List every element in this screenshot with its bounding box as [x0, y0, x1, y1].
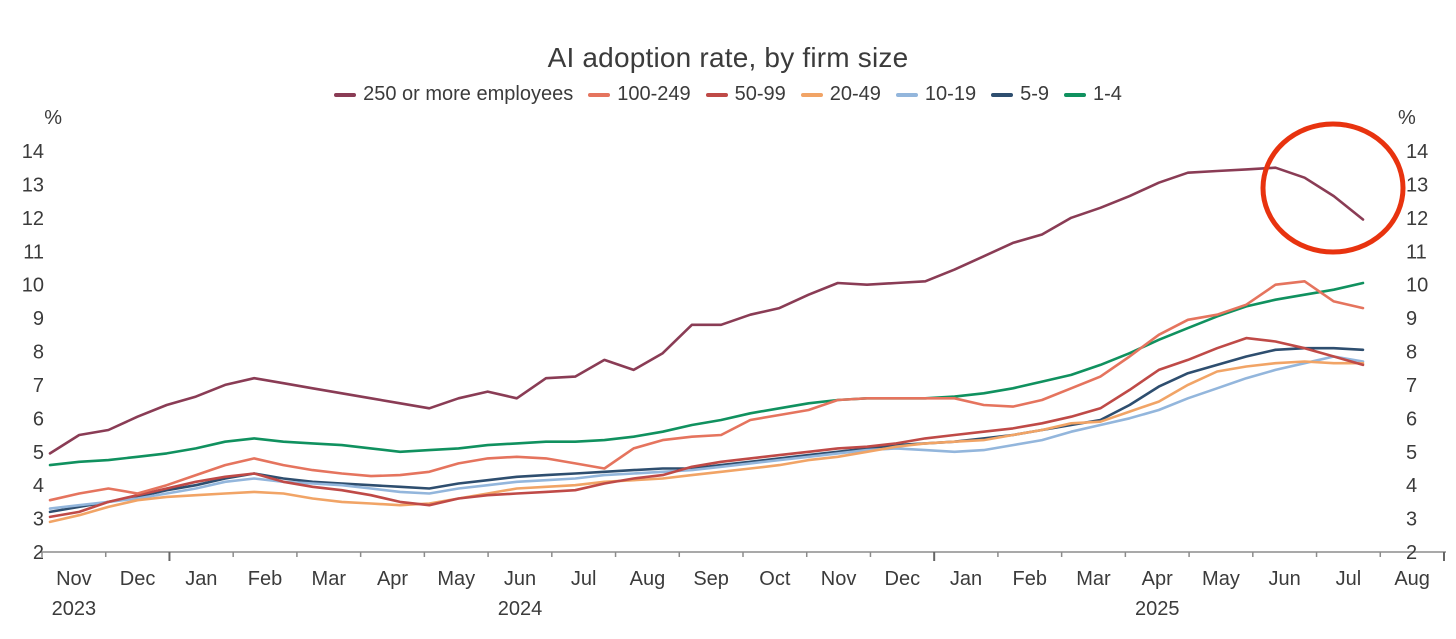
y-axis-tick-label-left: 2 — [33, 542, 44, 564]
legend-item-50-99: 50-99 — [705, 83, 786, 106]
x-axis-year-label: 2023 — [52, 598, 97, 620]
y-axis-tick-label-right: 9 — [1406, 308, 1417, 330]
legend-label: 5-9 — [1020, 83, 1049, 105]
legend-label: 1-4 — [1092, 83, 1122, 105]
y-axis-tick-label-right: 8 — [1406, 342, 1417, 364]
legend-swatch-icon — [991, 92, 1014, 97]
y-axis-tick-label-left: 10 — [22, 275, 44, 297]
legend-item-250-or-more-employees: 250 or more employees — [334, 83, 573, 106]
y-axis-tick-label-right: 3 — [1406, 509, 1417, 531]
y-axis-tick-label-right: 12 — [1406, 208, 1428, 230]
x-axis-month-label: Aug — [1394, 568, 1430, 590]
x-axis-month-label: Jun — [504, 568, 536, 590]
legend-item-10-19: 10-19 — [895, 83, 977, 106]
x-axis-month-label: Mar — [1076, 568, 1111, 590]
y-axis-tick-label-right: 5 — [1406, 442, 1417, 464]
x-axis-month-label: May — [437, 568, 475, 590]
y-axis-unit-label-left: % — [44, 107, 62, 129]
y-axis-tick-label-right: 14 — [1406, 141, 1428, 163]
highlight-circle-annotation — [1260, 121, 1406, 255]
x-axis-month-label: Jan — [950, 568, 982, 590]
legend-label: 100-249 — [617, 83, 691, 105]
legend-swatch-icon — [705, 92, 728, 97]
legend-swatch-icon — [1063, 92, 1086, 97]
x-axis-month-label: Apr — [1142, 568, 1173, 590]
x-axis-year-label: 2024 — [498, 598, 543, 620]
series-line-1-4 — [48, 281, 1365, 467]
x-axis-month-label: May — [1202, 568, 1240, 590]
y-axis-unit-label-right: % — [1398, 107, 1416, 129]
y-axis-tick-label-left: 6 — [33, 408, 44, 430]
x-axis-month-label: Sep — [693, 568, 729, 590]
y-axis-tick-label-left: 3 — [33, 509, 44, 531]
x-axis-month-label: Dec — [120, 568, 156, 590]
y-axis-tick-label-left: 14 — [22, 141, 44, 163]
x-axis-month-label: Apr — [377, 568, 408, 590]
x-axis-month-label: Feb — [1013, 568, 1047, 590]
chart-legend: 250 or more employees 100-249 50-99 20-49 10… — [0, 83, 1456, 106]
y-axis-tick-label-right: 2 — [1406, 542, 1417, 564]
x-axis-month-label: Jun — [1269, 568, 1301, 590]
chart-title: AI adoption rate, by firm size — [547, 42, 909, 73]
x-axis-month-label: Nov — [821, 568, 857, 590]
legend-label: 50-99 — [734, 83, 786, 105]
legend-swatch-icon — [334, 92, 357, 97]
series-line-250-or-more-employees — [48, 166, 1365, 455]
legend-item-20-49: 20-49 — [800, 83, 881, 106]
y-axis-tick-label-right: 13 — [1406, 174, 1428, 196]
x-axis-month-label: Jul — [571, 568, 597, 590]
legend-item-100-249: 100-249 — [588, 83, 691, 106]
series-line-20-49 — [48, 360, 1365, 524]
x-axis-year-label: 2025 — [1135, 598, 1180, 620]
x-axis-month-label: Jul — [1336, 568, 1362, 590]
legend-label: 10-19 — [924, 83, 977, 105]
series-line-10-19 — [48, 355, 1365, 510]
legend-swatch-icon — [895, 92, 918, 97]
y-axis-tick-label-left: 12 — [22, 208, 44, 230]
x-axis-month-label: Nov — [56, 568, 92, 590]
legend-swatch-icon — [800, 92, 823, 97]
series-line-50-99 — [48, 336, 1365, 519]
legend-swatch-icon — [588, 92, 611, 97]
x-axis-month-label: Jan — [185, 568, 217, 590]
x-axis-month-label: Oct — [759, 568, 791, 590]
legend-item-1-4: 1-4 — [1063, 83, 1122, 106]
x-axis-month-label: Feb — [248, 568, 282, 590]
y-axis-tick-label-left: 11 — [23, 241, 44, 263]
x-axis-month-label: Mar — [312, 568, 347, 590]
series-line-100-249 — [48, 279, 1365, 502]
y-axis-tick-label-left: 8 — [33, 342, 44, 364]
legend-label: 250 or more employees — [363, 83, 574, 105]
legend-label: 20-49 — [829, 83, 881, 105]
y-axis-tick-label-right: 10 — [1406, 275, 1428, 297]
y-axis-tick-label-left: 4 — [33, 475, 44, 497]
y-axis-tick-label-right: 6 — [1406, 408, 1417, 430]
y-axis-tick-label-left: 9 — [33, 308, 44, 330]
y-axis-tick-label-left: 7 — [33, 375, 44, 397]
y-axis-tick-label-right: 4 — [1406, 475, 1417, 497]
y-axis-tick-label-right: 11 — [1406, 241, 1427, 263]
series-line-5-9 — [48, 346, 1365, 514]
y-axis-tick-label-left: 5 — [33, 442, 44, 464]
legend-item-5-9: 5-9 — [991, 83, 1049, 106]
y-axis-tick-label-left: 13 — [22, 174, 44, 196]
y-axis-tick-label-right: 7 — [1406, 375, 1417, 397]
x-axis-month-label: Aug — [630, 568, 666, 590]
x-axis-month-label: Dec — [885, 568, 921, 590]
